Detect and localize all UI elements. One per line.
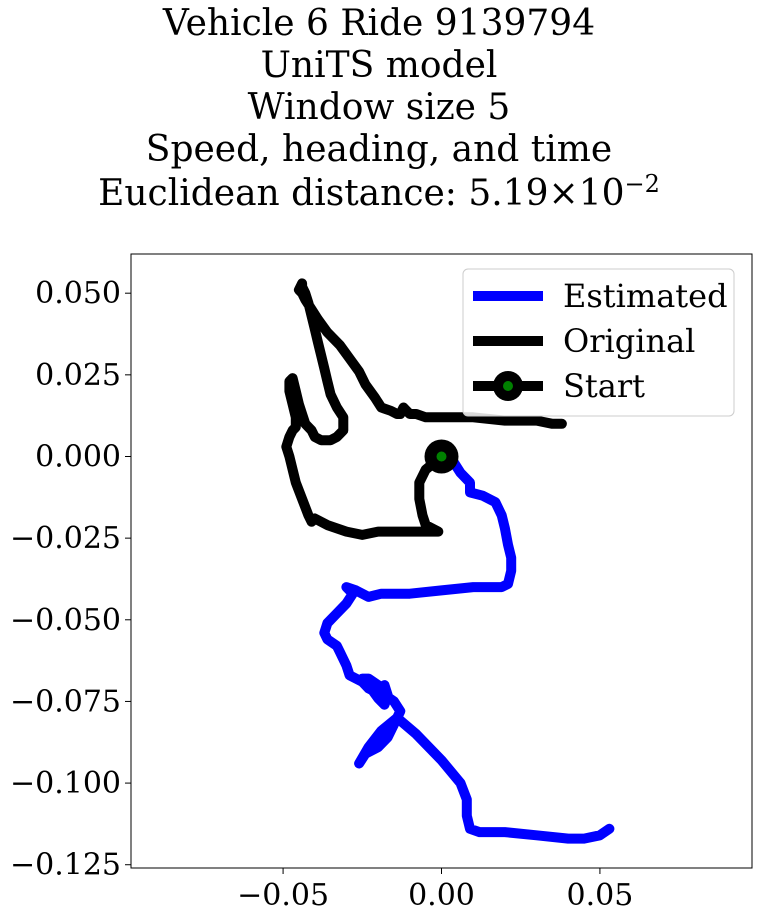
y-tick-label: −0.100	[10, 766, 121, 801]
y-tick-label: 0.025	[35, 358, 121, 393]
y-axis-ticks: 0.050 0.025 0.000 −0.025 −0.050 −0.075 −0.100 −…	[10, 276, 131, 883]
series-line-original	[281, 278, 567, 540]
y-tick-label: 0.050	[35, 276, 121, 311]
legend-start-marker-inner	[503, 381, 513, 391]
y-tick-label: −0.050	[10, 603, 121, 638]
x-tick-label: 0.05	[567, 878, 634, 913]
chart-title-line-1: Vehicle 6 Ride 9139794	[162, 3, 596, 44]
legend-label-estimated: Estimated	[563, 277, 728, 315]
y-tick-label: 0.000	[35, 439, 121, 474]
chart-title-line-4: Speed, heading, and time	[145, 129, 613, 170]
chart-title-metric-times: ×	[548, 173, 579, 214]
x-axis-ticks: −0.05 0.00 0.05	[237, 868, 633, 913]
y-tick-label: −0.025	[10, 521, 121, 556]
legend-box	[462, 268, 735, 417]
series-line-estimated	[319, 451, 615, 844]
marker-layer	[424, 439, 459, 474]
y-tick-label: −0.125	[10, 848, 121, 883]
series-layer	[281, 278, 615, 844]
chart-title-metric: Euclidean distance: 5.19×10−2	[0, 172, 758, 212]
x-tick-label: 0.00	[408, 878, 475, 913]
chart-title-metric-prefix: Euclidean distance: 5.19	[98, 173, 549, 214]
start-marker-inner	[436, 451, 447, 462]
chart-title-metric-exponent: −2	[624, 170, 660, 198]
chart-title-line-3: Window size 5	[247, 87, 511, 128]
legend-label-start: Start	[563, 367, 645, 405]
chart-title-metric-base: 10	[578, 173, 625, 214]
x-tick-label: −0.05	[237, 878, 329, 913]
legend-label-original: Original	[563, 322, 695, 360]
y-tick-label: −0.075	[10, 684, 121, 719]
chart-title-line-2: UniTS model	[260, 45, 498, 86]
legend: Estimated Original Start	[462, 268, 735, 417]
